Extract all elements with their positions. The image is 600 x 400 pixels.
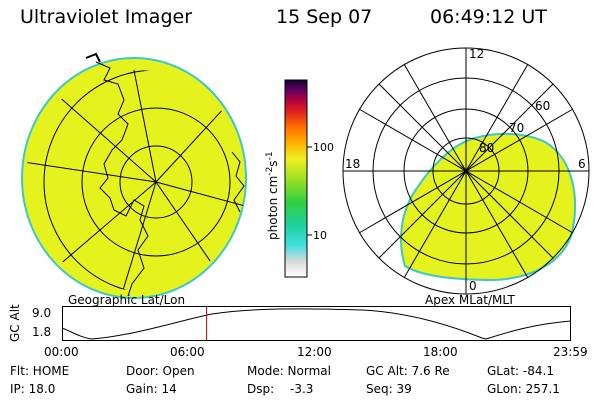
- alt-xtick-2359: 23:59: [553, 345, 588, 359]
- status-glon: GLon: 257.1: [487, 382, 560, 396]
- mlt-label-0: 0: [469, 279, 477, 293]
- alt-ylabel: GC Alt: [8, 304, 22, 342]
- alt-ytick-9: 9.0: [32, 306, 52, 320]
- coastline: [95, 61, 149, 297]
- status-dsp-label: Dsp:: [247, 382, 275, 396]
- lat-label-80: 80: [479, 141, 494, 155]
- status-gain: Gain: 14: [126, 382, 177, 396]
- status-dsp-value: -3.3: [290, 382, 314, 396]
- status-seq: Seq: 39: [366, 382, 412, 396]
- colorbar-label: photon cm-2s-1: [265, 151, 280, 240]
- lat-label-70: 70: [509, 121, 524, 135]
- polar-plot: 12 18 6 0 60 70 80: [342, 47, 590, 295]
- status-door: Door: Open: [126, 364, 195, 378]
- alt-xtick-1200: 12:00: [297, 345, 332, 359]
- color-bar: 100 10 photon cm-2s-1: [265, 79, 334, 278]
- mlt-label-12: 12: [469, 47, 484, 61]
- status-mode: Mode: Normal: [247, 364, 331, 378]
- alt-xtick-1800: 18:00: [423, 345, 458, 359]
- polar-caption: Apex MLat/MLT: [425, 293, 515, 307]
- mlt-label-18: 18: [345, 157, 360, 171]
- coastline-east: [231, 151, 245, 213]
- time-label: 06:49:12 UT: [430, 6, 547, 28]
- status-ip: IP: 18.0: [10, 382, 56, 396]
- alt-xtick-0000: 00:00: [44, 345, 79, 359]
- altitude-curve: [62, 308, 572, 340]
- polar-aurora-fill: [400, 132, 577, 282]
- alt-xtick-0600: 06:00: [170, 345, 205, 359]
- colorbar-tick-100: 100: [313, 141, 334, 154]
- geographic-image: [21, 52, 247, 299]
- app-title: Ultraviolet Imager: [20, 6, 193, 28]
- geo-aurora-fill: [21, 57, 247, 299]
- status-gc-alt: GC Alt: 7.6 Re: [366, 364, 450, 378]
- lat-label-60: 60: [535, 99, 550, 113]
- altitude-plot: [62, 306, 572, 341]
- date-label: 15 Sep 07: [276, 6, 373, 28]
- colorbar-tick-10: 10: [313, 229, 327, 242]
- alt-ytick-1: 1.8: [32, 325, 52, 339]
- status-flt: Flt: HOME: [10, 364, 70, 378]
- status-glat: GLat: -84.1: [487, 364, 554, 378]
- header: Ultraviolet Imager 15 Sep 07 06:49:12 UT: [0, 6, 600, 32]
- mlt-label-6: 6: [578, 157, 586, 171]
- geo-caption: Geographic Lat/Lon: [68, 293, 186, 307]
